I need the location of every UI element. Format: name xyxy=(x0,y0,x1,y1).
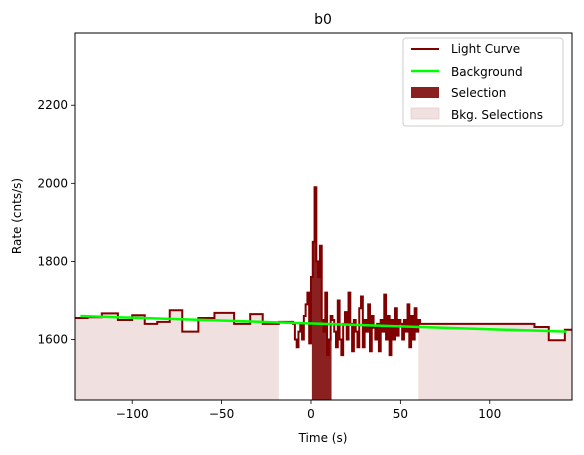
y-axis-ticks: 1600 1800 2000 2200 xyxy=(37,98,75,346)
legend-bkg-selections-swatch xyxy=(410,107,440,120)
bkg-selections-layer xyxy=(75,310,572,400)
y-tick-label: 2200 xyxy=(37,98,68,112)
x-axis-ticks: −100 −50 0 50 100 xyxy=(116,400,501,421)
plot-frame xyxy=(74,32,573,401)
background-line-layer xyxy=(80,314,567,333)
x-tick-label: 50 xyxy=(393,407,408,421)
x-axis-label: Time (s) xyxy=(298,431,348,445)
y-tick-label: 1800 xyxy=(37,254,68,268)
x-tick-label: −50 xyxy=(209,407,234,421)
chart-title: b0 xyxy=(314,12,332,28)
x-tick-label: 0 xyxy=(307,407,315,421)
y-axis-label: Rate (cnts/s) xyxy=(10,178,24,254)
x-tick-label: 100 xyxy=(478,407,501,421)
legend: Light Curve Background Selection Bkg. Se… xyxy=(402,37,564,127)
legend-bkg-selections-label: Bkg. Selections xyxy=(451,108,543,122)
legend-selection-swatch xyxy=(411,87,439,98)
y-tick-label: 2000 xyxy=(37,176,68,190)
bkg-selection-region-1 xyxy=(418,319,572,400)
legend-box xyxy=(402,37,564,127)
background-fit-line xyxy=(80,314,567,333)
legend-background-label: Background xyxy=(451,65,523,79)
bkg-selection-region-0 xyxy=(75,310,279,400)
legend-light-curve-label: Light Curve xyxy=(451,42,520,56)
legend-selection-label: Selection xyxy=(451,86,506,100)
x-tick-label: −100 xyxy=(116,407,149,421)
y-tick-label: 1600 xyxy=(37,332,68,346)
